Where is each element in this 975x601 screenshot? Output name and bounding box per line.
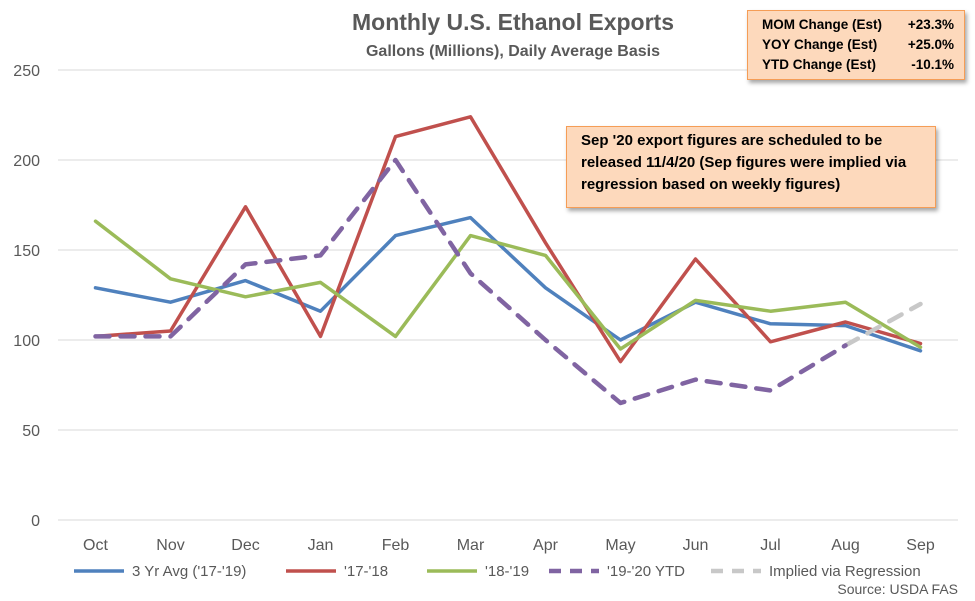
y-tick-label: 0	[31, 513, 40, 530]
x-axis: Oct Nov Dec Jan Feb Mar Apr May Jun Jul Aug Sep	[83, 537, 935, 554]
x-tick-label: Aug	[831, 537, 859, 554]
y-tick-label: 100	[13, 333, 40, 350]
stat-label-yoy: YOY Change (Est)	[762, 37, 878, 52]
stat-label-mom: MOM Change (Est)	[762, 17, 882, 32]
legend-label: '18-'19	[485, 563, 529, 580]
x-tick-label: May	[605, 537, 635, 554]
legend-label: Implied via Regression	[769, 563, 921, 580]
series-lines	[93, 115, 923, 406]
stat-value-ytd: -10.1%	[911, 57, 954, 72]
x-tick-label: Mar	[457, 537, 485, 554]
x-tick-label: Jul	[760, 537, 780, 554]
series-line	[93, 219, 923, 351]
series-line	[843, 301, 923, 348]
stat-row-ytd: YTD Change (Est) -10.1%	[762, 57, 954, 72]
stat-label-ytd: YTD Change (Est)	[762, 57, 877, 72]
x-tick-label: Oct	[83, 537, 108, 554]
change-stats-box: MOM Change (Est) +23.3% YOY Change (Est)…	[747, 10, 965, 80]
y-tick-label: 50	[22, 423, 40, 440]
stat-row-yoy: YOY Change (Est) +25.0%	[762, 37, 954, 52]
y-axis: 0 50 100 150 200 250	[13, 63, 40, 530]
x-tick-label: Sep	[906, 537, 935, 554]
gridlines	[58, 69, 958, 521]
stat-value-mom: +23.3%	[907, 17, 954, 32]
legend: 3 Yr Avg ('17-'19) '17-'18 '18-'19 '19-'20 …	[74, 563, 921, 580]
chart-subtitle: Gallons (Millions), Daily Average Basis	[366, 43, 660, 60]
x-tick-label: Dec	[231, 537, 259, 554]
legend-label: '19-'20 YTD	[607, 563, 685, 580]
legend-label: '17-'18	[344, 563, 388, 580]
x-tick-label: Feb	[382, 537, 410, 554]
release-note-box: Sep '20 export figures are scheduled to …	[566, 126, 936, 208]
x-tick-label: Jun	[683, 537, 709, 554]
series-line	[93, 215, 923, 353]
y-tick-label: 200	[13, 153, 40, 170]
x-tick-label: Apr	[533, 537, 559, 554]
legend-label: 3 Yr Avg ('17-'19)	[132, 563, 246, 580]
series-line	[93, 157, 848, 406]
chart-title: Monthly U.S. Ethanol Exports	[352, 9, 674, 35]
y-tick-label: 150	[13, 243, 40, 260]
x-tick-label: Nov	[156, 537, 184, 554]
stat-row-mom: MOM Change (Est) +23.3%	[762, 17, 954, 32]
stat-value-yoy: +25.0%	[907, 37, 954, 52]
series-line	[93, 115, 923, 364]
y-tick-label: 250	[13, 63, 40, 80]
source-note: Source: USDA FAS	[837, 581, 958, 597]
release-note-text: Sep '20 export figures are scheduled to …	[581, 132, 907, 193]
x-tick-label: Jan	[308, 537, 334, 554]
